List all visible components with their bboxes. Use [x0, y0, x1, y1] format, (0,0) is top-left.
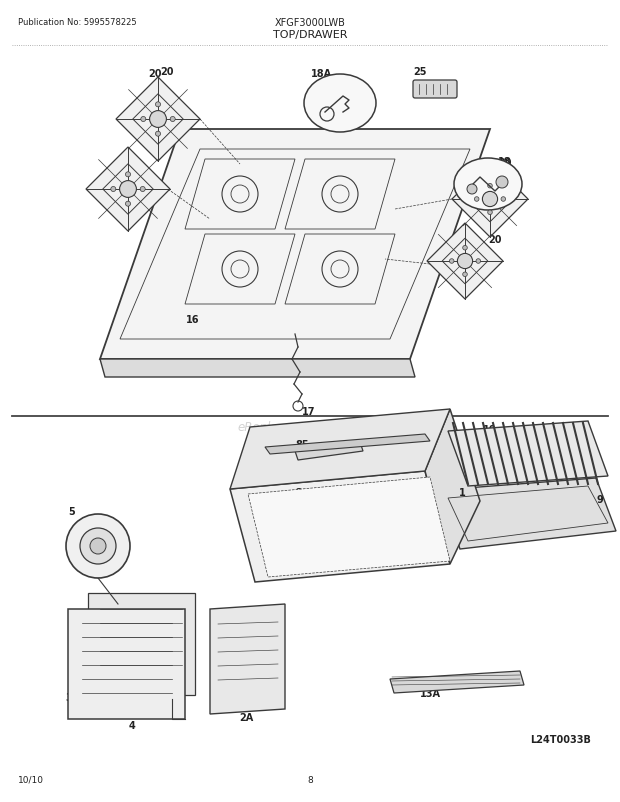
Polygon shape [295, 443, 363, 460]
FancyBboxPatch shape [413, 81, 457, 99]
Text: L24T0033B: L24T0033B [530, 734, 591, 744]
Text: 9: 9 [596, 494, 603, 504]
Polygon shape [230, 410, 450, 489]
Text: 20: 20 [476, 159, 490, 168]
Text: 4: 4 [128, 720, 135, 730]
Text: 25: 25 [413, 67, 427, 77]
Text: 20: 20 [488, 235, 502, 245]
Polygon shape [88, 593, 195, 695]
Text: 20: 20 [460, 235, 474, 245]
Circle shape [156, 132, 161, 137]
Circle shape [125, 172, 131, 177]
Polygon shape [210, 604, 285, 714]
Text: 5: 5 [69, 506, 76, 516]
Text: 18: 18 [498, 157, 512, 167]
Text: 13A: 13A [420, 688, 440, 698]
Text: 18A: 18A [311, 69, 332, 79]
Polygon shape [390, 671, 524, 693]
Circle shape [476, 259, 480, 264]
Polygon shape [425, 410, 480, 565]
Text: 17: 17 [302, 407, 316, 416]
Polygon shape [230, 472, 450, 582]
Text: 10: 10 [483, 424, 497, 435]
Polygon shape [448, 422, 608, 486]
Polygon shape [86, 148, 170, 232]
Polygon shape [68, 610, 185, 719]
Text: Publication No: 5995578225: Publication No: 5995578225 [18, 18, 136, 27]
Circle shape [111, 187, 116, 192]
Ellipse shape [304, 75, 376, 133]
Circle shape [120, 181, 136, 198]
Polygon shape [427, 224, 503, 300]
Text: 20: 20 [101, 188, 115, 198]
Text: 20: 20 [148, 69, 161, 79]
Circle shape [450, 259, 454, 264]
Circle shape [463, 246, 467, 251]
Text: 39: 39 [65, 692, 79, 702]
Polygon shape [100, 130, 490, 359]
Text: 8: 8 [307, 775, 313, 784]
Circle shape [80, 529, 116, 565]
Text: eReplacementParts.com: eReplacementParts.com [238, 420, 382, 433]
Text: 20: 20 [498, 158, 511, 168]
Circle shape [488, 184, 492, 188]
Polygon shape [440, 479, 616, 549]
Text: XFGF3000LWB: XFGF3000LWB [275, 18, 345, 28]
Polygon shape [100, 359, 415, 378]
Polygon shape [452, 162, 528, 237]
Circle shape [501, 197, 505, 202]
Polygon shape [265, 435, 430, 455]
Text: 10/10: 10/10 [18, 775, 44, 784]
Circle shape [463, 273, 467, 277]
Polygon shape [248, 477, 450, 577]
Circle shape [488, 211, 492, 215]
Circle shape [66, 514, 130, 578]
Circle shape [90, 538, 106, 554]
Circle shape [170, 117, 175, 123]
Text: TOP/DRAWER: TOP/DRAWER [273, 30, 347, 40]
Circle shape [141, 117, 146, 123]
Ellipse shape [454, 159, 522, 211]
Circle shape [156, 103, 161, 107]
Circle shape [149, 111, 166, 128]
Text: 16: 16 [186, 314, 200, 325]
Circle shape [496, 176, 508, 188]
Circle shape [140, 187, 145, 192]
Text: 20: 20 [105, 192, 119, 203]
Text: 2A: 2A [239, 712, 253, 722]
Text: 2: 2 [295, 488, 302, 497]
Circle shape [125, 202, 131, 207]
Circle shape [467, 184, 477, 195]
Text: 20: 20 [160, 67, 174, 77]
Circle shape [482, 192, 498, 208]
Text: 85: 85 [295, 439, 309, 449]
Circle shape [458, 254, 472, 269]
Text: 1: 1 [459, 488, 466, 497]
Circle shape [474, 197, 479, 202]
Polygon shape [116, 78, 200, 162]
